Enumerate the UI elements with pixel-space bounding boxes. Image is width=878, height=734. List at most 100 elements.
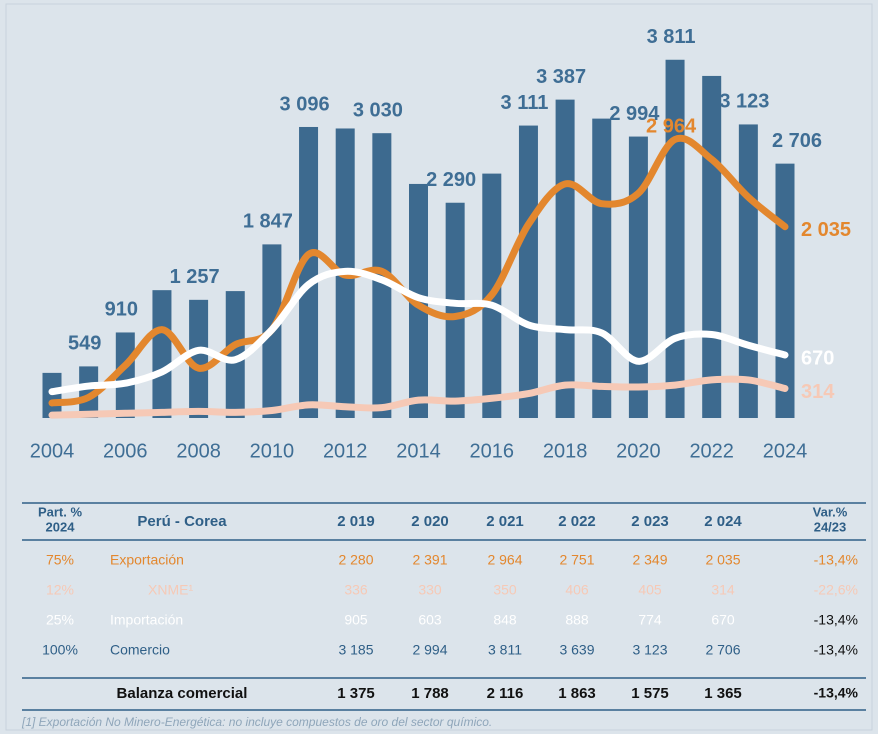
- table-header: Var.%: [813, 504, 848, 519]
- table-cell: 1 375: [337, 685, 375, 702]
- table-cell: 3 811: [488, 642, 522, 658]
- table-cell: 12%: [46, 582, 74, 598]
- x-tick-label: 2018: [543, 440, 588, 462]
- bar: [189, 299, 209, 418]
- table-cell: 2 751: [559, 552, 594, 568]
- bar: [372, 133, 392, 418]
- table-header: Perú - Corea: [137, 513, 227, 530]
- table-cell: -22,6%: [814, 582, 858, 598]
- table-cell: 3 123: [632, 642, 667, 658]
- table-cell: -13,4%: [814, 612, 858, 628]
- table-cell: 2 706: [705, 642, 740, 658]
- table-header: 2 021: [486, 513, 524, 530]
- table-cell: 1 575: [631, 685, 669, 702]
- x-tick-label: 2020: [616, 440, 661, 462]
- data-label: 2 964: [646, 116, 697, 138]
- table-header: 2024: [46, 519, 76, 534]
- table-cell: -13,4%: [814, 552, 858, 568]
- table-cell: 1 863: [558, 685, 596, 702]
- table-cell: 406: [565, 582, 589, 598]
- table-header: 2 020: [411, 513, 449, 530]
- bar: [42, 372, 62, 418]
- x-tick-label: 2024: [763, 440, 808, 462]
- table-header: 24/23: [814, 519, 847, 534]
- data-label: 3 030: [353, 99, 403, 121]
- table-cell: 2 964: [487, 552, 522, 568]
- bar: [592, 118, 612, 419]
- bar: [152, 290, 172, 418]
- table-cell: 75%: [46, 552, 74, 568]
- table-cell: 3 639: [559, 642, 594, 658]
- table-cell: XNME¹: [148, 582, 193, 598]
- bar: [225, 291, 245, 418]
- line: [48, 375, 789, 419]
- data-label: 2 290: [426, 169, 476, 191]
- table-cell: -13,4%: [814, 685, 859, 701]
- table-cell: 2 116: [487, 685, 524, 702]
- table-cell: 2 349: [632, 552, 667, 568]
- table-cell: 1 788: [411, 685, 449, 702]
- data-label: 1 257: [170, 266, 220, 288]
- table-header: 2 023: [631, 513, 669, 530]
- line: [48, 134, 789, 407]
- table-cell: 100%: [42, 642, 78, 658]
- bar: [775, 163, 795, 418]
- table-cell: 2 035: [705, 552, 740, 568]
- table-cell: -13,4%: [814, 642, 858, 658]
- bar: [115, 332, 135, 418]
- table-cell: 2 280: [338, 552, 373, 568]
- footnote: [1] Exportación No Minero-Energética: no…: [21, 715, 492, 729]
- data-label: 3 387: [536, 66, 586, 88]
- data-label: 670: [801, 347, 834, 369]
- table-header: 2 024: [704, 513, 742, 530]
- bar: [555, 99, 575, 418]
- x-tick-label: 2012: [323, 440, 368, 462]
- data-label: 3 811: [647, 26, 696, 48]
- data-label: 3 096: [280, 93, 330, 115]
- table-cell: Importación: [110, 612, 183, 628]
- bar: [665, 59, 685, 419]
- data-label: 549: [68, 333, 101, 355]
- bar: [299, 126, 319, 418]
- data-label: 2 994: [609, 103, 660, 125]
- x-tick-label: 2010: [250, 440, 295, 462]
- x-tick-label: 2006: [103, 440, 148, 462]
- table-cell: 1 365: [704, 685, 742, 702]
- table-cell: 330: [418, 582, 442, 598]
- table-cell: Exportación: [110, 552, 184, 568]
- data-label: 3 123: [719, 91, 769, 113]
- x-tick-label: 2022: [689, 440, 734, 462]
- data-label: 314: [801, 381, 835, 403]
- table-cell: 848: [493, 612, 517, 628]
- table-cell: 2 391: [412, 552, 447, 568]
- table-header: 2 019: [337, 513, 375, 530]
- table-cell: 2 994: [412, 642, 447, 658]
- table-cell: 350: [493, 582, 517, 598]
- table-cell: 774: [638, 612, 662, 628]
- data-label: 1 847: [243, 211, 293, 233]
- bar: [628, 136, 648, 418]
- table-header: Part. %: [38, 504, 83, 519]
- table-cell: Comercio: [110, 642, 170, 658]
- frame: [5, 3, 873, 731]
- table-cell: 905: [344, 612, 368, 628]
- x-tick-label: 2004: [30, 440, 75, 462]
- data-label: 2 706: [772, 130, 822, 152]
- x-tick-label: 2014: [396, 440, 441, 462]
- table-cell: Balanza comercial: [117, 685, 248, 702]
- bar: [702, 75, 722, 419]
- x-tick-label: 2008: [176, 440, 221, 462]
- bar: [738, 124, 758, 419]
- data-label: 910: [105, 299, 138, 321]
- bar: [79, 366, 99, 418]
- data-label: 2 035: [801, 219, 851, 241]
- table-cell: 888: [565, 612, 589, 628]
- bar: [445, 202, 465, 418]
- table-header: 2 022: [558, 513, 596, 530]
- bar: [518, 125, 538, 418]
- table-cell: 25%: [46, 612, 74, 628]
- table-cell: 670: [711, 612, 735, 628]
- x-tick-label: 2016: [470, 440, 515, 462]
